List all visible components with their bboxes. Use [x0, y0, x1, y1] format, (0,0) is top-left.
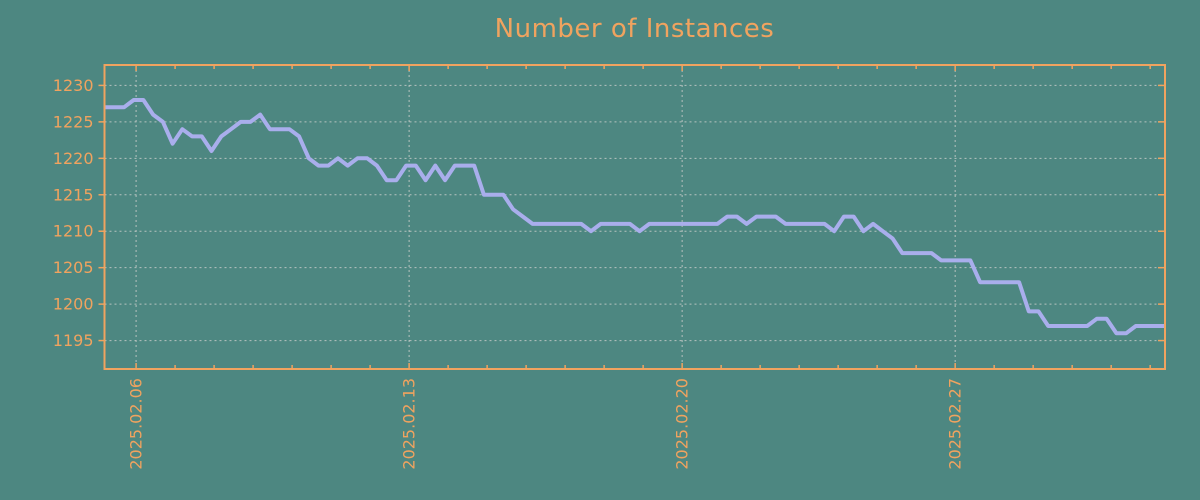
- chart-title: Number of Instances: [494, 14, 775, 44]
- x-tick-label: 2025.02.06: [127, 378, 146, 470]
- x-tick-label: 2025.02.27: [946, 378, 965, 470]
- plot-border: [103, 64, 1166, 370]
- y-tick-label: 1230: [53, 76, 94, 95]
- x-tick-label: 2025.02.20: [673, 378, 692, 470]
- y-tick-label: 1200: [53, 295, 94, 314]
- y-tick-label: 1205: [53, 258, 94, 277]
- y-tick-label: 1195: [53, 331, 94, 350]
- y-tick-label: 1215: [53, 185, 94, 204]
- y-tick-label: 1210: [53, 222, 94, 241]
- y-tick-label: 1220: [53, 149, 94, 168]
- data-line-instances: [104, 98, 1165, 336]
- y-tick-label: 1225: [53, 112, 94, 131]
- x-tick-label: 2025.02.13: [400, 378, 419, 470]
